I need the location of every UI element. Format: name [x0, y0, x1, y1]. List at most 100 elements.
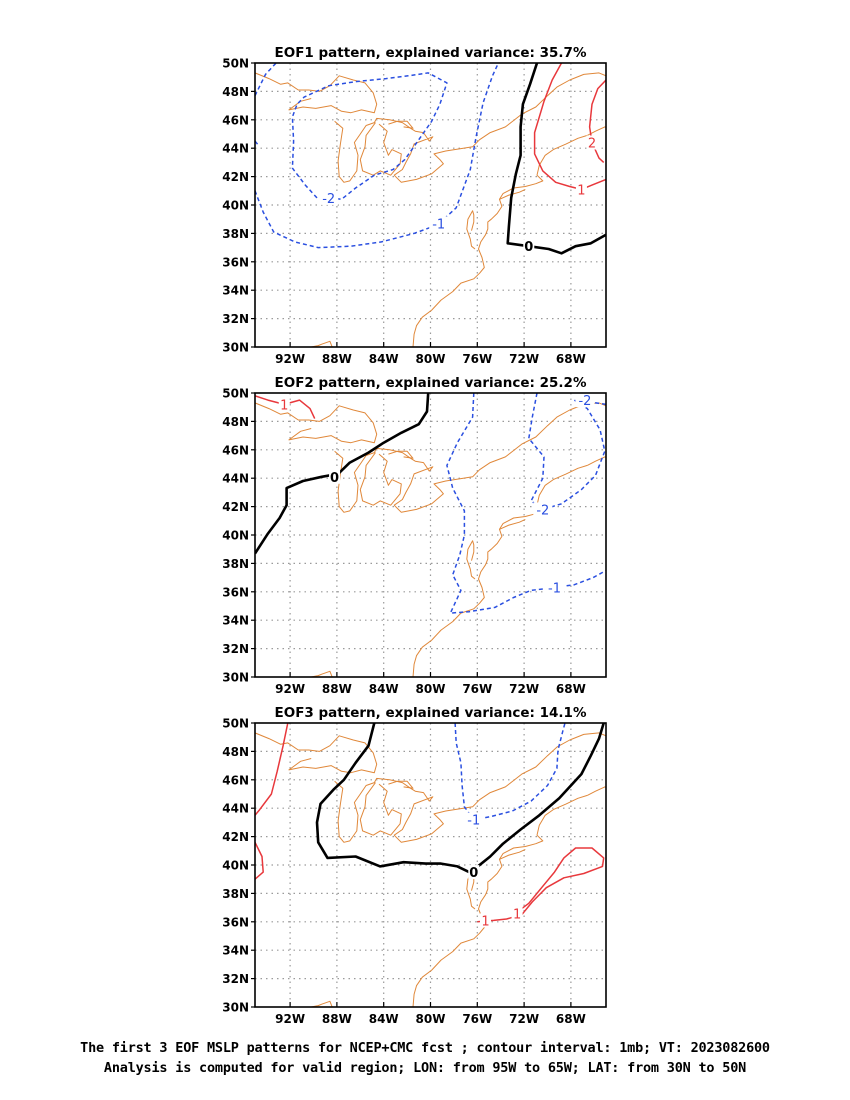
- coastline: [412, 464, 588, 677]
- x-tick-label: 68W: [556, 1012, 586, 1026]
- y-tick-label: 38N: [222, 227, 249, 241]
- contour-label-bg: [575, 393, 595, 408]
- coastline: [255, 402, 378, 444]
- contour-label-bg: [479, 913, 491, 928]
- x-tick-label: 76W: [462, 682, 492, 696]
- coastlines: [255, 402, 606, 677]
- coastline: [388, 450, 414, 459]
- contour-positive: [255, 841, 264, 880]
- coastlines: [255, 72, 606, 347]
- x-tick-label: 76W: [462, 1012, 492, 1026]
- coastline: [255, 732, 378, 774]
- y-tick-label: 42N: [222, 170, 249, 184]
- figure-caption-line2: Analysis is computed for valid region; L…: [103, 1060, 747, 1076]
- y-tick-label: 34N: [222, 614, 249, 628]
- contour-negative: [446, 393, 606, 614]
- coastline: [359, 122, 402, 176]
- coastline: [255, 72, 378, 114]
- coastline: [499, 188, 526, 200]
- grid-lines: [255, 63, 606, 347]
- contour-negative: [454, 723, 566, 821]
- contour-label: -1: [548, 582, 561, 597]
- y-tick-label: 30N: [222, 1001, 249, 1015]
- y-tick-label: 50N: [222, 387, 249, 401]
- contour-label-bg: [523, 239, 535, 254]
- x-tick-label: 76W: [462, 352, 492, 366]
- x-tick-label: 68W: [556, 682, 586, 696]
- contour-negative: [255, 63, 277, 97]
- y-tick-label: 42N: [222, 500, 249, 514]
- y-tick-label: 44N: [222, 472, 249, 486]
- contour-label-bg: [329, 469, 341, 484]
- coastline: [499, 848, 526, 860]
- y-tick-label: 30N: [222, 671, 249, 685]
- y-tick-label: 38N: [222, 557, 249, 571]
- y-tick-label: 48N: [222, 745, 249, 759]
- contour-label-bg: [278, 397, 290, 412]
- panel-title: EOF3 pattern, explained variance: 14.1%: [275, 705, 587, 721]
- x-tick-label: 92W: [275, 682, 305, 696]
- contour-label-bg: [511, 906, 523, 921]
- contour-label: -2: [536, 503, 549, 518]
- eof3-panel: EOF3 pattern, explained variance: 14.1% 0…: [222, 705, 607, 1026]
- y-tick-label: 32N: [222, 972, 249, 986]
- contours: [255, 723, 605, 923]
- contour-label-bg: [586, 135, 598, 150]
- y-tick-label: 44N: [222, 142, 249, 156]
- x-tick-label: 72W: [509, 682, 539, 696]
- contour-label: -1: [432, 217, 445, 232]
- contour-label: 0: [330, 471, 339, 486]
- contour-label: 2: [588, 137, 596, 152]
- coastline: [466, 870, 476, 910]
- x-tick-label: 88W: [322, 1012, 352, 1026]
- y-tick-label: 40N: [222, 529, 249, 543]
- eof2-panel: EOF2 pattern, explained variance: 25.2% 0…: [222, 375, 607, 696]
- y-tick-label: 46N: [222, 773, 249, 787]
- x-tick-label: 92W: [275, 352, 305, 366]
- coastline: [359, 452, 402, 506]
- coastline: [388, 120, 414, 129]
- y-tick-label: 48N: [222, 415, 249, 429]
- x-tick-label: 84W: [369, 1012, 399, 1026]
- y-tick-label: 48N: [222, 85, 249, 99]
- coastline: [311, 1000, 333, 1007]
- y-tick-label: 40N: [222, 859, 249, 873]
- contour-positive: [588, 79, 606, 163]
- coastline: [311, 340, 333, 347]
- panel-title: EOF2 pattern, explained variance: 25.2%: [275, 375, 587, 391]
- coastline: [466, 210, 476, 250]
- contour-negative: [528, 393, 606, 511]
- x-tick-label: 80W: [416, 1012, 446, 1026]
- coastline: [334, 402, 606, 513]
- x-tick-label: 72W: [509, 1012, 539, 1026]
- contour-label: 0: [524, 240, 533, 255]
- contour-positive: [533, 63, 606, 191]
- y-tick-label: 46N: [222, 113, 249, 127]
- x-tick-label: 92W: [275, 1012, 305, 1026]
- contour-label: 1: [513, 907, 521, 922]
- coastline: [412, 134, 588, 347]
- contour-positive: [255, 723, 289, 816]
- coastline: [499, 518, 526, 530]
- contour-label: -2: [578, 394, 591, 409]
- y-tick-label: 36N: [222, 915, 249, 929]
- contour-positive: [255, 395, 316, 419]
- contour-label-bg: [533, 502, 553, 517]
- y-tick-label: 36N: [222, 585, 249, 599]
- x-tick-label: 88W: [322, 352, 352, 366]
- x-tick-label: 88W: [322, 682, 352, 696]
- eof1-panel: EOF1 pattern, explained variance: 35.7% 0…: [222, 45, 607, 366]
- y-tick-label: 42N: [222, 830, 249, 844]
- figure-caption-line1: The first 3 EOF MSLP patterns for NCEP+C…: [80, 1040, 770, 1056]
- coastlines: [255, 732, 606, 1007]
- contour-label: 0: [469, 866, 478, 881]
- y-tick-label: 40N: [222, 199, 249, 213]
- coastline: [587, 456, 606, 466]
- x-tick-label: 80W: [416, 352, 446, 366]
- coastline: [388, 780, 414, 789]
- coastline: [587, 126, 606, 136]
- y-tick-label: 36N: [222, 255, 249, 269]
- coastline: [334, 72, 606, 183]
- contour-label-bg: [429, 216, 449, 231]
